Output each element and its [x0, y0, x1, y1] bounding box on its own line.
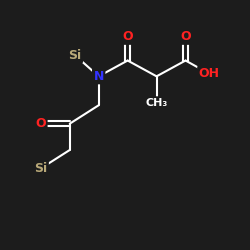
Text: O: O — [36, 117, 46, 130]
Text: CH₃: CH₃ — [146, 98, 168, 108]
Text: OH: OH — [199, 67, 220, 80]
Text: O: O — [180, 30, 191, 43]
Text: Si: Si — [68, 49, 82, 62]
Text: O: O — [122, 30, 133, 43]
Text: Si: Si — [34, 162, 47, 175]
Text: N: N — [94, 70, 104, 83]
